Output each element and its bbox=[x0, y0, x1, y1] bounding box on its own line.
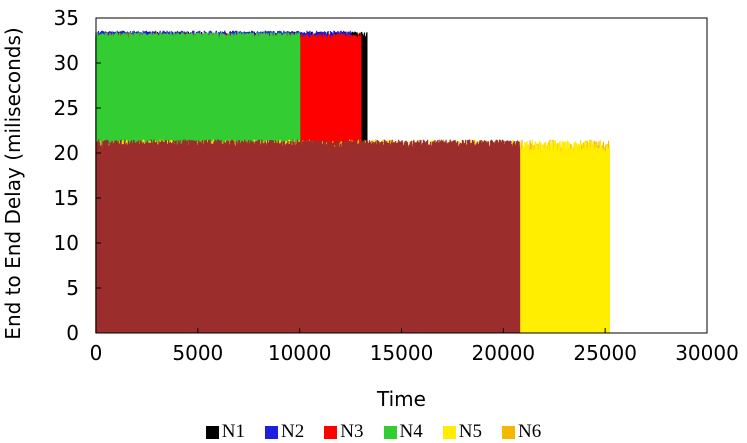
legend-swatch bbox=[442, 425, 456, 439]
x-tick-label: 25000 bbox=[573, 341, 637, 365]
legend-label: N6 bbox=[517, 421, 542, 442]
x-tick-label: 10000 bbox=[268, 341, 332, 365]
legend-swatch bbox=[383, 425, 397, 439]
legend: N1 N2 N3 N4 N5 N6 bbox=[0, 421, 747, 443]
x-tick-label: 5000 bbox=[172, 341, 223, 365]
legend-item-N5: N5 bbox=[442, 421, 482, 443]
x-tick-label: 0 bbox=[90, 341, 103, 365]
legend-label: N3 bbox=[340, 421, 364, 442]
legend-item-N1: N1 bbox=[205, 421, 246, 443]
legend-swatch bbox=[205, 425, 219, 439]
legend-swatch bbox=[265, 425, 279, 439]
x-tick-label: 15000 bbox=[370, 341, 434, 365]
y-tick-label: 5 bbox=[66, 276, 79, 300]
y-tick-label: 25 bbox=[54, 96, 79, 120]
legend-item-N6: N6 bbox=[501, 421, 542, 443]
y-axis-title: End to End Delay (miliseconds) bbox=[1, 27, 25, 339]
chart-svg: 0 5000 10000 15000 20000 25000 30000 0 5 10 15 20 2… bbox=[1, 6, 739, 411]
legend-label: N4 bbox=[399, 421, 423, 442]
x-tick-label: 30000 bbox=[675, 341, 739, 365]
x-axis-title: Time bbox=[376, 387, 426, 411]
series-overlay bbox=[95, 139, 521, 334]
legend-item-N4: N4 bbox=[383, 421, 423, 443]
x-tick-label: 20000 bbox=[472, 341, 536, 365]
y-axis: 0 5 10 15 20 25 30 35 bbox=[54, 6, 101, 345]
plot-area bbox=[95, 30, 610, 334]
y-tick-label: 15 bbox=[54, 186, 79, 210]
y-tick-label: 0 bbox=[66, 321, 79, 345]
y-tick-label: 30 bbox=[54, 51, 79, 75]
legend-item-N2: N2 bbox=[265, 421, 304, 443]
legend-item-N3: N3 bbox=[324, 421, 364, 443]
y-tick-label: 10 bbox=[54, 231, 79, 255]
legend-label: N1 bbox=[221, 421, 246, 442]
legend-label: N2 bbox=[281, 421, 305, 442]
legend-label: N5 bbox=[458, 421, 482, 442]
series-line-overlay bbox=[95, 139, 521, 334]
x-axis: 0 5000 10000 15000 20000 25000 30000 bbox=[90, 328, 739, 365]
legend-swatch bbox=[501, 425, 515, 439]
y-tick-label: 35 bbox=[54, 6, 79, 30]
legend-swatch bbox=[324, 425, 338, 439]
y-tick-label: 20 bbox=[54, 141, 79, 165]
